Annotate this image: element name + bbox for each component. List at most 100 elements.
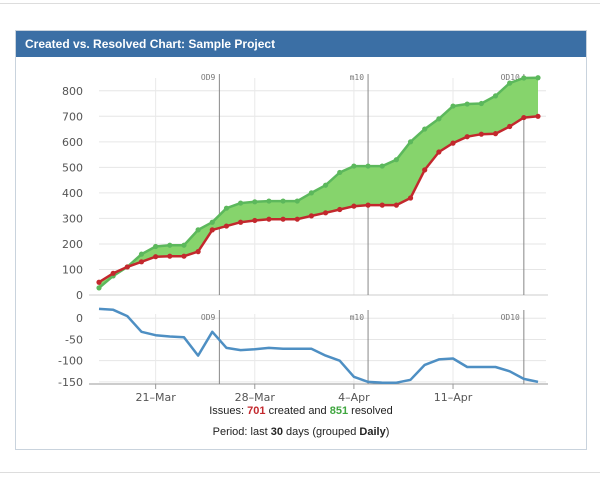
created-point xyxy=(337,206,343,213)
x-tick-label: 4–Apr xyxy=(338,391,370,404)
resolved-point xyxy=(167,242,173,248)
resolved-point xyxy=(393,157,399,163)
created-point xyxy=(195,249,201,255)
resolved-point xyxy=(535,75,541,81)
created-point xyxy=(492,131,499,137)
bottom-y-tick-label: -150 xyxy=(58,376,83,389)
created-point xyxy=(507,123,513,130)
resolved-label: resolved xyxy=(348,405,393,417)
version-marker-label: OD10 xyxy=(501,313,520,322)
resolved-point xyxy=(266,198,272,204)
period-suffix: ) xyxy=(385,426,390,438)
issues-summary: Issues: 701 created and 851 resolved xyxy=(16,405,586,417)
created-point xyxy=(365,202,371,208)
resolved-point xyxy=(337,169,343,176)
created-point xyxy=(252,217,258,224)
top-y-tick-label: 400 xyxy=(62,187,83,200)
created-point xyxy=(464,134,470,140)
created-point xyxy=(308,213,315,219)
x-tick-label: 28–Mar xyxy=(235,391,276,404)
top-y-tick-label: 700 xyxy=(62,110,83,123)
bottom-y-tick-label: -100 xyxy=(58,355,83,368)
resolved-point xyxy=(252,199,258,205)
created-point xyxy=(351,203,357,209)
resolved-point xyxy=(294,198,300,204)
difference-line xyxy=(98,307,539,384)
resolved-point xyxy=(436,116,442,122)
bottom-y-tick-label: -50 xyxy=(65,333,83,346)
resolved-point xyxy=(422,126,428,132)
version-marker-label: OD10 xyxy=(501,73,520,82)
resolved-point xyxy=(308,190,315,196)
created-vs-resolved-chart: 0 100 200 300 400 500 600 700 800 0 -50 -100 -150 OD9… xyxy=(58,73,548,404)
created-point xyxy=(478,131,484,137)
top-divider xyxy=(0,3,600,4)
top-y-tick-label: 500 xyxy=(62,161,83,174)
resolved-point xyxy=(96,285,102,291)
resolved-point xyxy=(195,227,201,233)
period-summary: Period: last 30 days (grouped Daily) xyxy=(16,426,586,438)
created-point xyxy=(294,216,300,222)
created-point xyxy=(407,195,414,201)
period-prefix: Period: last xyxy=(212,426,271,438)
x-tick-label: 11–Apr xyxy=(434,391,473,404)
summary-prefix: Issues: xyxy=(209,405,248,417)
created-point xyxy=(379,202,385,208)
created-count: 701 xyxy=(247,405,266,417)
resolved-point xyxy=(379,163,385,169)
created-point xyxy=(535,113,541,119)
created-point xyxy=(124,264,130,270)
resolved-point xyxy=(407,139,414,145)
period-days: 30 xyxy=(270,426,283,438)
version-marker-label: OD9 xyxy=(201,313,216,322)
top-y-tick-label: 200 xyxy=(62,238,83,251)
created-point xyxy=(138,259,145,265)
created-point xyxy=(322,210,329,216)
resolved-point xyxy=(507,80,513,86)
bottom-y-tick-label: 0 xyxy=(76,312,83,325)
resolved-point xyxy=(238,200,244,206)
created-point xyxy=(181,253,187,259)
top-y-tick-label: 800 xyxy=(62,85,83,98)
version-marker-label: OD9 xyxy=(201,73,216,82)
resolved-count: 851 xyxy=(329,405,349,417)
created-label: created and xyxy=(265,405,330,417)
created-point xyxy=(110,270,116,276)
top-y-tick-label: 300 xyxy=(62,212,83,225)
gadget-title: Created vs. Resolved Chart: Sample Proje… xyxy=(16,31,586,57)
period-middle: days (grouped xyxy=(282,426,360,438)
resolved-point xyxy=(351,163,357,169)
top-y-tick-label: 100 xyxy=(62,263,83,276)
resolved-point xyxy=(464,101,470,107)
resolved-point xyxy=(478,100,484,107)
top-y-tick-label: 600 xyxy=(62,136,83,149)
created-point xyxy=(521,114,527,121)
bottom-divider xyxy=(0,472,600,473)
resolved-point xyxy=(138,251,145,257)
resolved-point xyxy=(280,198,286,204)
top-y-tick-label: 0 xyxy=(76,289,83,302)
resolved-point xyxy=(492,93,499,99)
created-point xyxy=(209,227,215,233)
chart-gadget: Created vs. Resolved Chart: Sample Proje… xyxy=(15,30,587,450)
created-point xyxy=(436,149,442,155)
version-marker-label: m10 xyxy=(350,73,365,82)
created-point xyxy=(280,216,286,222)
resolved-point xyxy=(450,103,456,109)
resolved-point xyxy=(365,163,371,169)
created-point xyxy=(96,279,102,285)
resolved-point xyxy=(322,182,329,188)
x-tick-label: 21–Mar xyxy=(136,391,177,404)
created-point xyxy=(266,216,272,222)
created-point xyxy=(422,167,428,173)
period-grouping: Daily xyxy=(359,426,386,438)
created-resolved-gap-area xyxy=(99,77,538,288)
resolved-point xyxy=(521,75,527,81)
version-marker-label: m10 xyxy=(350,313,365,322)
resolved-point xyxy=(223,205,230,211)
created-point xyxy=(238,219,244,225)
resolved-point xyxy=(181,242,187,248)
created-point xyxy=(223,223,230,229)
created-point xyxy=(167,253,173,259)
resolved-point xyxy=(209,219,215,225)
